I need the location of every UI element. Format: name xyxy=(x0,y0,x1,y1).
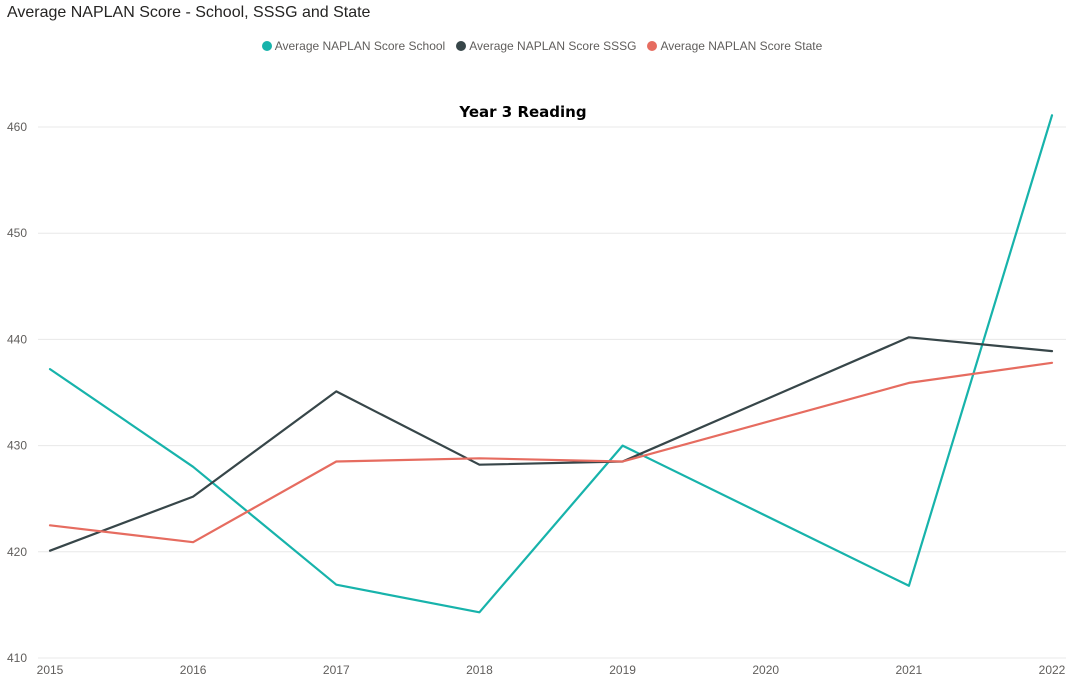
x-tick-label-2020: 2020 xyxy=(752,663,779,677)
x-tick-label-2015: 2015 xyxy=(37,663,64,677)
data-point-state-2019[interactable] xyxy=(620,459,626,465)
legend-item-school[interactable]: Average NAPLAN Score School xyxy=(258,39,446,53)
visual-title: Average NAPLAN Score - School, SSSG and … xyxy=(7,4,371,21)
x-tick-label-2021: 2021 xyxy=(896,663,923,677)
series-line-sssg[interactable] xyxy=(48,336,1054,552)
series-line-state[interactable] xyxy=(48,361,1054,544)
y-tick-label-460: 460 xyxy=(7,120,27,134)
y-tick-label-440: 440 xyxy=(7,332,27,346)
legend-item-sssg[interactable]: Average NAPLAN Score SSSG xyxy=(452,39,636,53)
data-point-sssg-2018[interactable] xyxy=(476,462,482,468)
data-point-state-2021[interactable] xyxy=(906,380,912,386)
legend-marker-school xyxy=(261,41,272,51)
x-tick-label-2019: 2019 xyxy=(609,663,636,677)
data-point-state-2015[interactable] xyxy=(47,522,53,528)
data-point-state-2017[interactable] xyxy=(333,459,339,465)
data-point-school-2017[interactable] xyxy=(333,582,339,588)
gridlines xyxy=(38,126,1066,659)
data-point-school-2022[interactable] xyxy=(1049,112,1055,118)
legend-marker-sssg xyxy=(456,41,467,51)
x-tick-label-2016: 2016 xyxy=(180,663,207,677)
data-point-state-2018[interactable] xyxy=(476,455,482,461)
data-point-state-2016[interactable] xyxy=(190,539,196,545)
legend-label-state: Average NAPLAN Score State xyxy=(660,39,823,53)
x-axis-ticks: 2015 2016 2017 2018 2019 2020 2021 2022 xyxy=(37,663,1066,677)
y-tick-label-410: 410 xyxy=(7,651,27,665)
legend-marker-state xyxy=(647,41,658,51)
series-lines xyxy=(47,112,1055,615)
data-point-school-2018[interactable] xyxy=(476,609,482,615)
data-point-state-2022[interactable] xyxy=(1049,360,1055,366)
legend-item-state[interactable]: Average NAPLAN Score State xyxy=(643,39,822,53)
data-point-sssg-2015[interactable] xyxy=(47,548,53,554)
data-point-sssg-2022[interactable] xyxy=(1049,348,1055,354)
data-point-school-2015[interactable] xyxy=(47,366,53,372)
data-point-school-2019[interactable] xyxy=(620,443,626,449)
y-tick-label-450: 450 xyxy=(7,226,27,240)
data-point-school-2016[interactable] xyxy=(190,464,196,470)
y-axis-ticks: 410 420 430 440 450 460 xyxy=(7,120,27,665)
data-point-sssg-2016[interactable] xyxy=(190,494,196,500)
y-tick-label-420: 420 xyxy=(7,545,27,559)
y-tick-label-430: 430 xyxy=(7,439,27,453)
x-tick-label-2018: 2018 xyxy=(466,663,493,677)
legend-label-sssg: Average NAPLAN Score SSSG xyxy=(469,39,637,53)
series-line-school[interactable] xyxy=(48,114,1054,614)
x-tick-label-2017: 2017 xyxy=(323,663,350,677)
data-point-sssg-2017[interactable] xyxy=(333,388,339,394)
x-tick-label-2022: 2022 xyxy=(1039,663,1066,677)
data-point-school-2021[interactable] xyxy=(906,583,912,589)
data-point-sssg-2021[interactable] xyxy=(906,334,912,340)
chart-legend: Average NAPLAN Score School Average NAPL… xyxy=(0,39,1080,53)
chart-title: Year 3 Reading xyxy=(458,103,586,121)
legend-label-school: Average NAPLAN Score School xyxy=(274,39,446,53)
